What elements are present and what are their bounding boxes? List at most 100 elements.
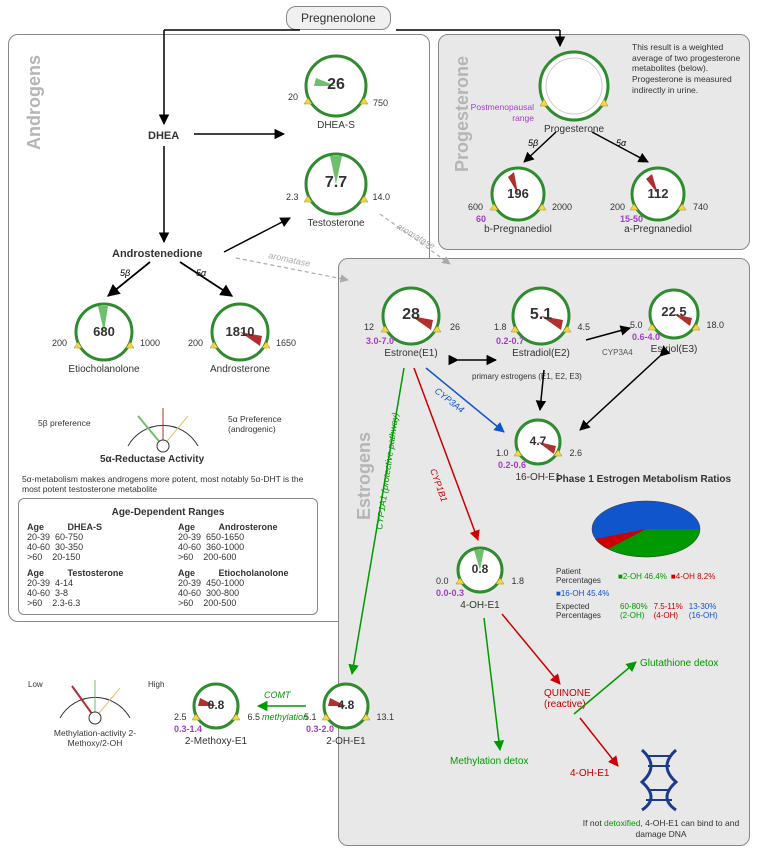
pregnenolone-box: Pregnenolone [286,6,391,30]
methyl-low: Low [28,680,43,689]
apreg-label: a-Pregnanediol [618,224,698,235]
testo-value: 7.7 [294,174,378,192]
4ohe1-label: 4-OH-E1 [444,600,516,611]
2ohe1-hi: 13.1 [376,712,394,722]
etio-label: Etiocholanolone [62,364,146,375]
4ohe1-hi: 1.8 [511,576,524,586]
e1-hi: 26 [450,322,460,332]
dheas-dial: 26 20 750 DHEA-S [294,50,378,131]
16ohe1-pm: 0.2-0.6 [498,460,526,470]
testo-hi: 14.0 [372,192,390,202]
reductase-gauge [108,396,218,454]
2meo-label: 2-Methoxy-E1 [180,736,252,747]
4ohe1-text: 4-OH-E1 [570,768,609,779]
e3-value: 22.5 [636,304,712,319]
col-title: Etiocholanolone [219,568,289,578]
pie-svg [586,489,716,565]
testo-lo: 2.3 [286,192,299,202]
2ohe1-lo: 5.1 [304,712,317,722]
col-title: Testosterone [68,568,124,578]
gauge-svg [108,396,218,454]
age-ranges-heading: Age-Dependent Ranges [27,507,309,518]
progesterone-note: This result is a weighted average of two… [632,42,742,95]
4ohe1-pm: 0.0-0.3 [436,588,464,598]
etio-hi: 1000 [140,338,160,348]
age-hdr: Age [178,522,216,532]
progesterone-label: Progesterone [530,124,618,135]
e3-pm: 0.6-4.0 [632,332,660,342]
e1-lo: 12 [364,322,374,332]
progesterone-dial: Progesterone [530,44,618,135]
methyl-high: High [148,680,164,689]
expected-pct-label: Expected Percentages [556,602,614,620]
age-hdr: Age [178,568,216,578]
pregnenolone-label: Pregnenolone [301,11,376,25]
methylation-detox: Methylation detox [450,756,528,767]
2ohe1-pm: 0.3-2.0 [306,724,334,734]
2ohe1-label: 2-OH-E1 [310,736,382,747]
dheas-lo: 20 [288,92,298,102]
patient-pct-label: Patient Percentages [556,567,614,585]
reductase-title: 5α-Reductase Activity [100,454,204,465]
andro-lo: 200 [188,338,203,348]
estrogens-heading: Estrogens [354,432,375,520]
e1-value: 28 [370,306,452,324]
e3-hi: 18.0 [706,320,724,330]
primary-estrogens-note: primary estrogens (E1, E2, E3) [472,372,582,381]
e3-dial: 22.5 5.0 18.0 0.6-4.0 Estriol(E3) [636,282,712,355]
phase1-pie: Phase 1 Estrogen Metabolism Ratios Patie… [556,474,746,620]
bpreg-value: 196 [478,186,558,201]
dheas-hi: 750 [373,98,388,108]
e2-lo: 1.8 [494,322,507,332]
apreg-lo: 200 [610,202,625,212]
andro-hi: 1650 [276,338,296,348]
age-hdr: Age [27,522,65,532]
16ohe1-hi: 2.6 [569,448,582,458]
etio-dial: 680 200 1000 Etiocholanolone [62,296,146,375]
col-title: DHEA-S [68,522,103,532]
16ohe1-dial: 4.7 1.0 2.6 0.2-0.6 16-OH-E1 [502,412,574,483]
enz-methylation: methylation [262,712,308,722]
andro-label: Androsterone [198,364,282,375]
e1-label: Estrone(E1) [370,348,452,359]
age-hdr: Age [27,568,65,578]
dna-note: If not detoxified, 4-OH-E1 can bind to a… [576,818,746,839]
e2-dial: 5.1 1.8 4.5 0.2-0.7 Estradiol(E2) [500,280,582,359]
dheas-value: 26 [294,76,378,94]
age-col-testosterone: Age Testosterone 20-39 4-14 40-60 3-8 >6… [27,568,158,608]
apreg-pm: 15-50 [620,214,643,224]
apreg-value: 112 [618,186,698,201]
e3-label: Estriol(E3) [636,344,712,355]
reductase-note: 5α-metabolism makes androgens more poten… [22,474,312,494]
glutathione-detox: Glutathione detox [640,658,718,669]
bpreg-pm: 60 [476,214,486,224]
2meo-dial: 0.8 2.5 6.5 0.3-1.4 2-Methoxy-E1 [180,676,252,747]
reductase-right: 5α Preference (androgenic) [228,414,308,434]
enz-comt: COMT [264,690,292,700]
2ohe1-value: 4.8 [310,698,382,712]
pie-title: Phase 1 Estrogen Metabolism Ratios [556,474,746,485]
4ohe1-dial: 0.8 0.0 1.8 0.0-0.3 4-OH-E1 [444,540,516,611]
cyp3a4-label-e3: CYP3A4 [602,348,633,357]
e3-lo: 5.0 [630,320,643,330]
2meo-lo: 2.5 [174,712,187,722]
16ohe1-lo: 1.0 [496,448,509,458]
methyl-title: Methylation-activity 2-Methoxy/2-OH [40,728,150,748]
e1-pm: 3.0-7.0 [366,336,394,346]
testo-label: Testosterone [294,218,378,229]
andro-dial: 1810 200 1650 Androsterone [198,296,282,375]
2meo-pm: 0.3-1.4 [174,724,202,734]
reductase-left: 5β preference [38,418,98,428]
bpreg-label: b-Pregnanediol [478,224,558,235]
16ohe1-value: 4.7 [502,434,574,448]
4ohe1-value: 0.8 [444,562,516,576]
e2-pm: 0.2-0.7 [496,336,524,346]
e2-label: Estradiol(E2) [500,348,582,359]
age-col-etiocholanolone: Age Etiocholanolone 20-39 450-1000 40-60… [178,568,309,608]
bpreg-lo: 600 [468,202,483,212]
methylation-gauge: Methylation-activity 2-Methoxy/2-OH [40,668,150,748]
2ohe1-dial: 4.8 5.1 13.1 0.3-2.0 2-OH-E1 [310,676,382,747]
bpreg-hi: 2000 [552,202,572,212]
e2-hi: 4.5 [577,322,590,332]
progesterone-dial-svg [530,44,618,122]
